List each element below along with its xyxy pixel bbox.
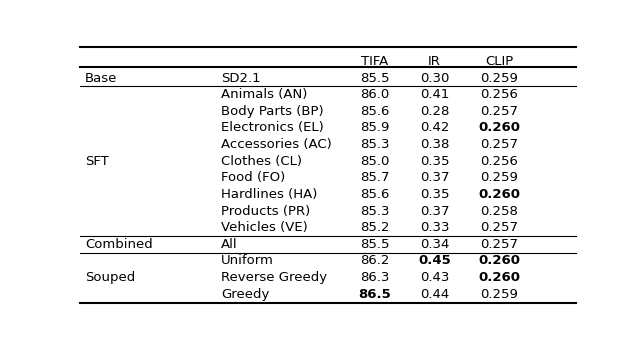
Text: 85.5: 85.5 bbox=[360, 238, 390, 251]
Text: 0.30: 0.30 bbox=[420, 72, 449, 85]
Text: 0.257: 0.257 bbox=[480, 238, 518, 251]
Text: Greedy: Greedy bbox=[221, 288, 269, 301]
Text: 85.3: 85.3 bbox=[360, 205, 390, 218]
Text: 0.28: 0.28 bbox=[420, 105, 449, 118]
Text: 0.35: 0.35 bbox=[420, 155, 449, 168]
Text: 0.257: 0.257 bbox=[480, 221, 518, 234]
Text: Base: Base bbox=[85, 72, 117, 85]
Text: Hardlines (HA): Hardlines (HA) bbox=[221, 188, 317, 201]
Text: 85.6: 85.6 bbox=[360, 188, 390, 201]
Text: 0.257: 0.257 bbox=[480, 138, 518, 151]
Text: 85.0: 85.0 bbox=[360, 155, 390, 168]
Text: Combined: Combined bbox=[85, 238, 153, 251]
Text: 0.42: 0.42 bbox=[420, 121, 449, 135]
Text: 86.5: 86.5 bbox=[359, 288, 392, 301]
Text: SD2.1: SD2.1 bbox=[221, 72, 261, 85]
Text: 0.260: 0.260 bbox=[478, 255, 520, 268]
Text: 0.44: 0.44 bbox=[420, 288, 449, 301]
Text: Reverse Greedy: Reverse Greedy bbox=[221, 271, 328, 284]
Text: 0.260: 0.260 bbox=[478, 271, 520, 284]
Text: 0.35: 0.35 bbox=[420, 188, 449, 201]
Text: 86.0: 86.0 bbox=[360, 88, 390, 101]
Text: Animals (AN): Animals (AN) bbox=[221, 88, 308, 101]
Text: Electronics (EL): Electronics (EL) bbox=[221, 121, 324, 135]
Text: 0.41: 0.41 bbox=[420, 88, 449, 101]
Text: 0.260: 0.260 bbox=[478, 188, 520, 201]
Text: 86.2: 86.2 bbox=[360, 255, 390, 268]
Text: 0.34: 0.34 bbox=[420, 238, 449, 251]
Text: 0.38: 0.38 bbox=[420, 138, 449, 151]
Text: Vehicles (VE): Vehicles (VE) bbox=[221, 221, 308, 234]
Text: 0.37: 0.37 bbox=[420, 205, 449, 218]
Text: Clothes (CL): Clothes (CL) bbox=[221, 155, 302, 168]
Text: CLIP: CLIP bbox=[485, 55, 513, 68]
Text: 0.45: 0.45 bbox=[419, 255, 451, 268]
Text: Souped: Souped bbox=[85, 271, 135, 284]
Text: 86.3: 86.3 bbox=[360, 271, 390, 284]
Text: 85.6: 85.6 bbox=[360, 105, 390, 118]
Text: 0.259: 0.259 bbox=[480, 72, 518, 85]
Text: 0.259: 0.259 bbox=[480, 171, 518, 184]
Text: 0.257: 0.257 bbox=[480, 105, 518, 118]
Text: Food (FO): Food (FO) bbox=[221, 171, 285, 184]
Text: 0.259: 0.259 bbox=[480, 288, 518, 301]
Text: 0.258: 0.258 bbox=[480, 205, 518, 218]
Text: IR: IR bbox=[428, 55, 441, 68]
Text: 0.256: 0.256 bbox=[480, 155, 518, 168]
Text: All: All bbox=[221, 238, 238, 251]
Text: 85.3: 85.3 bbox=[360, 138, 390, 151]
Text: 85.5: 85.5 bbox=[360, 72, 390, 85]
Text: TIFA: TIFA bbox=[362, 55, 388, 68]
Text: SFT: SFT bbox=[85, 155, 109, 168]
Text: 0.260: 0.260 bbox=[478, 121, 520, 135]
Text: 0.43: 0.43 bbox=[420, 271, 449, 284]
Text: Products (PR): Products (PR) bbox=[221, 205, 310, 218]
Text: Body Parts (BP): Body Parts (BP) bbox=[221, 105, 324, 118]
Text: Uniform: Uniform bbox=[221, 255, 274, 268]
Text: 85.7: 85.7 bbox=[360, 171, 390, 184]
Text: 85.9: 85.9 bbox=[360, 121, 390, 135]
Text: 0.33: 0.33 bbox=[420, 221, 449, 234]
Text: 0.37: 0.37 bbox=[420, 171, 449, 184]
Text: 0.256: 0.256 bbox=[480, 88, 518, 101]
Text: Accessories (AC): Accessories (AC) bbox=[221, 138, 332, 151]
Text: 85.2: 85.2 bbox=[360, 221, 390, 234]
